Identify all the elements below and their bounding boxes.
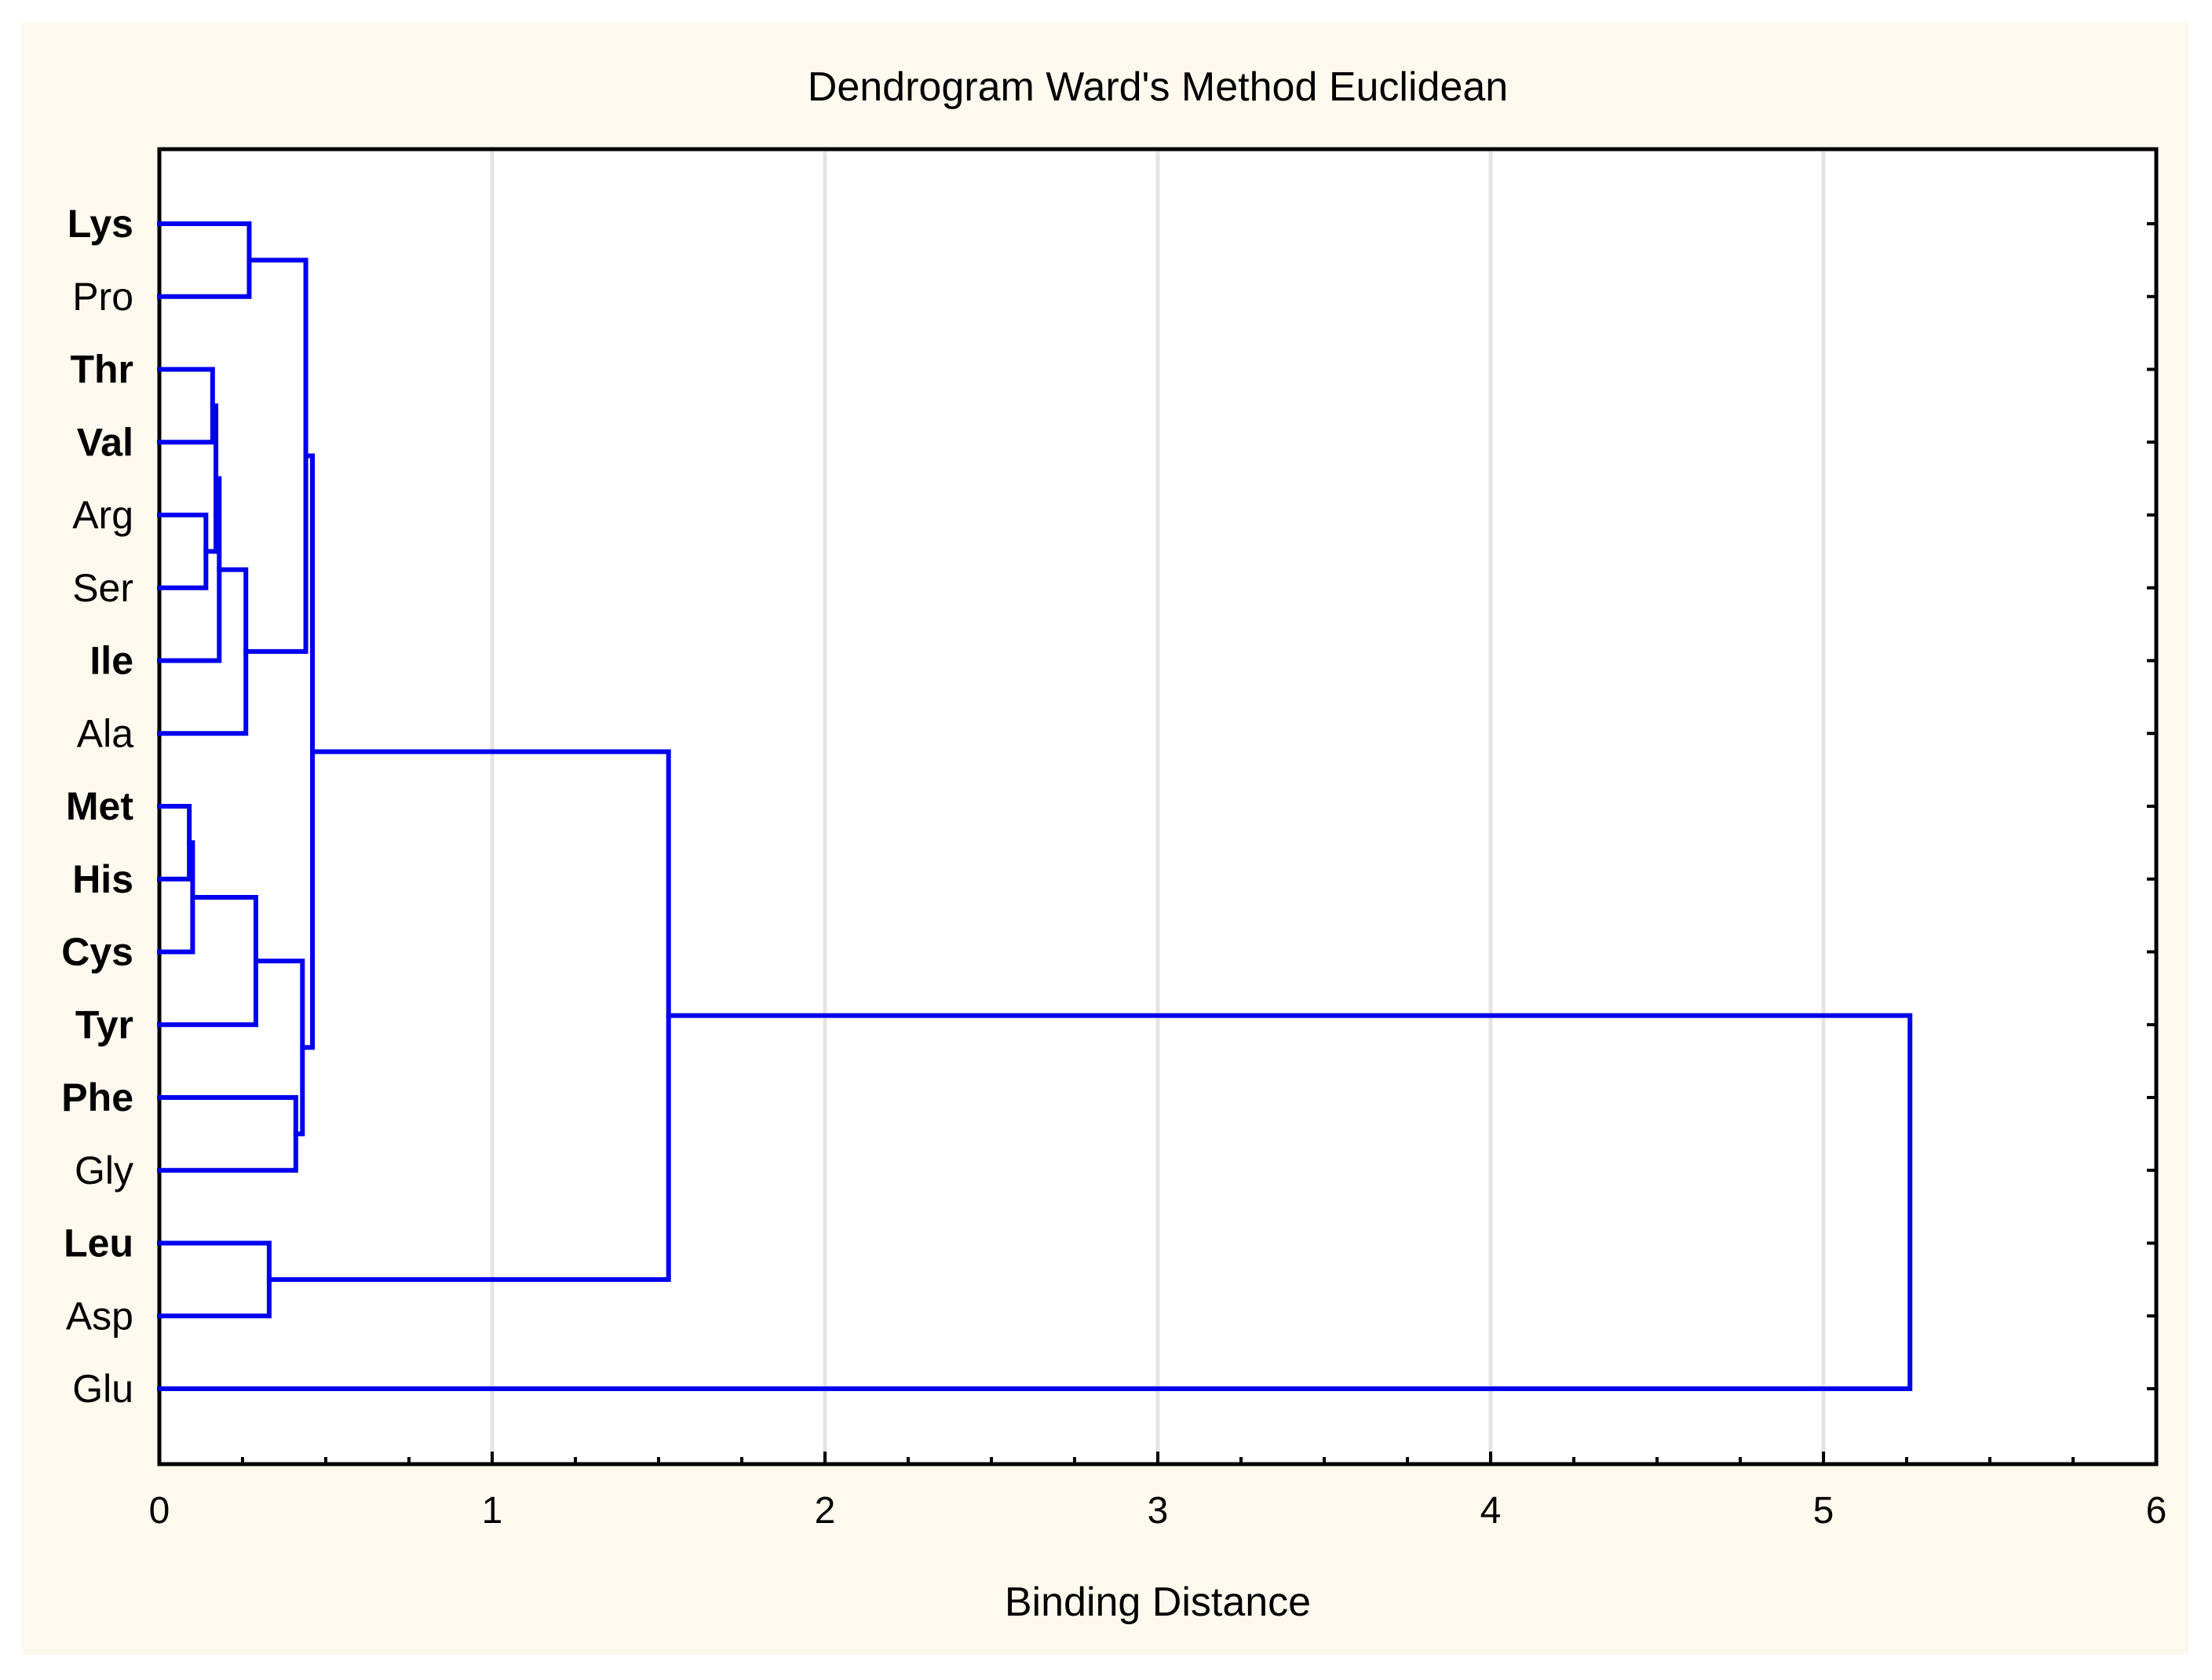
leaf-label: Cys	[61, 930, 133, 974]
leaf-labels: Lys Pro Thr Val Arg Ser Ile Ala Met His Cys Tyr Phe G…	[61, 202, 133, 1411]
leaf-label: Pro	[72, 275, 133, 319]
chart-title: Dendrogram Ward's Method Euclidean	[808, 64, 1508, 110]
x-tick-labels: 0 1 2 3 4 5 6	[149, 1490, 2167, 1532]
leaf-label: Asp	[66, 1294, 133, 1338]
x-tick-label: 4	[1480, 1490, 1502, 1532]
x-tick-label: 3	[1148, 1490, 1169, 1532]
x-tick-label: 5	[1813, 1490, 1834, 1532]
x-axis-label: Binding Distance	[1005, 1580, 1311, 1625]
leaf-label: Tyr	[75, 1003, 133, 1046]
leaf-label: Thr	[70, 348, 133, 392]
leaf-label: Arg	[72, 493, 133, 537]
x-tick-label: 2	[815, 1490, 836, 1532]
x-tick-label: 0	[149, 1490, 170, 1532]
leaf-label: His	[72, 857, 133, 901]
leaf-label: Met	[66, 784, 133, 828]
leaf-label: Leu	[64, 1222, 133, 1265]
leaf-label: Ser	[72, 566, 133, 610]
leaf-label: Ala	[77, 711, 133, 755]
x-tick-label: 6	[2146, 1490, 2167, 1532]
x-tick-label: 1	[482, 1490, 503, 1532]
leaf-label: Ile	[89, 639, 133, 683]
leaf-label: Gly	[75, 1149, 133, 1192]
leaf-label: Phe	[61, 1076, 133, 1119]
leaf-label: Val	[77, 420, 133, 464]
dendrogram-links	[157, 221, 1913, 1391]
leaf-label: Lys	[68, 202, 133, 246]
leaf-label: Glu	[72, 1367, 133, 1411]
dendrogram-link	[157, 1013, 1913, 1391]
